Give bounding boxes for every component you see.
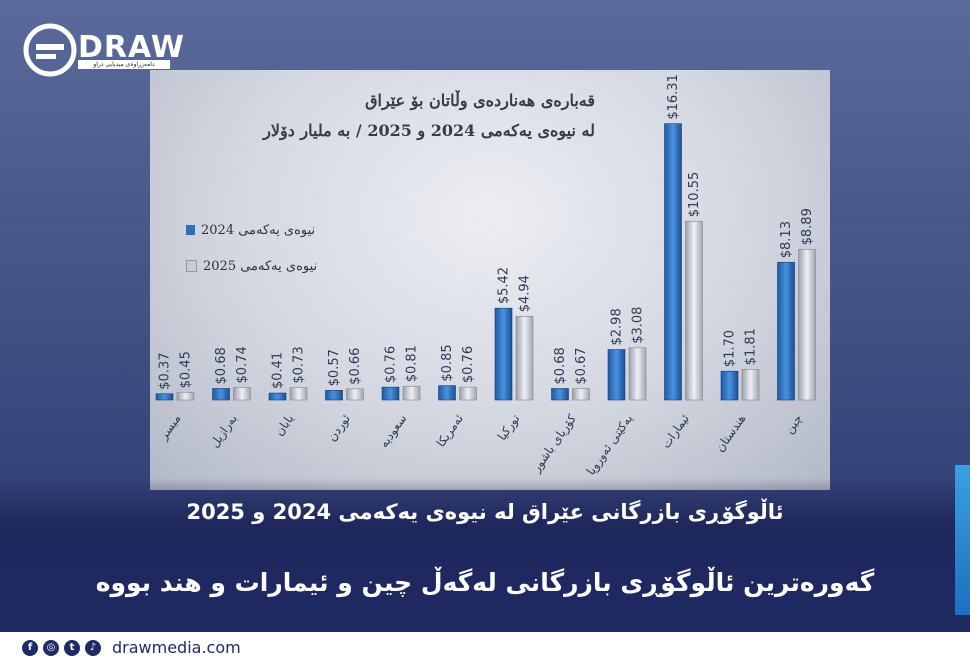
- bar-chart: $0.37 $0.45 میسر $0.68 $0.74 بەرازیل $0.41 $0.7…: [155, 74, 816, 479]
- bar-2024-7: [551, 388, 569, 401]
- data-label-2024-6: $5.42: [497, 267, 512, 304]
- bar-2025-6: [515, 315, 534, 401]
- bar-2025-1: [233, 387, 251, 401]
- website-link[interactable]: drawmedia.com: [112, 638, 241, 657]
- bar-2025-10: [741, 369, 760, 401]
- data-label-2024-9: $16.31: [666, 74, 681, 120]
- data-label-2025-9: $10.55: [687, 172, 702, 218]
- bar-2024-10: [720, 370, 739, 401]
- data-label-2025-3: $0.66: [348, 348, 363, 385]
- category-label-11: چین: [782, 412, 806, 437]
- data-label-2024-3: $0.57: [327, 349, 342, 386]
- chart-subtitle: لە نیوەی یەکەمی 2024 و 2025 / بە ملیار د…: [263, 121, 595, 140]
- bar-2024-6: [494, 307, 513, 401]
- bar-2024-8: [607, 349, 626, 401]
- bar-2024-1: [212, 388, 230, 401]
- bar-2024-5: [438, 385, 456, 401]
- legend-item-2025: نیوەی یەکەمی 2025: [186, 248, 317, 284]
- chart-title-block: قەبارەی هەناردەی وڵاتان بۆ عێراق لە نیوە…: [175, 86, 595, 146]
- data-label-2025-4: $0.81: [405, 345, 420, 382]
- category-label-9: ئیمارات: [659, 412, 693, 452]
- bar-2025-7: [572, 388, 590, 401]
- data-label-2025-6: $4.94: [518, 275, 533, 312]
- bar-2025-8: [628, 347, 647, 401]
- instagram-icon[interactable]: ◎: [43, 640, 59, 656]
- bar-2024-11: [777, 261, 795, 401]
- data-label-2025-7: $0.67: [574, 347, 589, 384]
- data-label-2024-10: $1.70: [723, 330, 738, 367]
- bar-2024-3: [325, 390, 343, 401]
- data-label-2024-4: $0.76: [384, 346, 399, 383]
- category-label-7: کۆریای باشور: [529, 411, 580, 476]
- logo-wordmark: DRAW: [78, 30, 185, 65]
- data-label-2025-10: $1.81: [744, 328, 759, 365]
- facebook-icon[interactable]: f: [22, 640, 38, 656]
- chart-panel: [150, 70, 830, 490]
- twitter-icon[interactable]: t: [64, 640, 80, 656]
- legend-swatch-2025: [186, 260, 197, 272]
- tiktok-icon[interactable]: ♪: [85, 640, 101, 656]
- data-label-2024-1: $0.68: [214, 347, 229, 384]
- chart-legend: نیوەی یەکەمی 2024 نیوەی یەکەمی 2025: [186, 212, 317, 284]
- legend-label-2024: نیوەی یەکەمی 2024: [201, 222, 316, 238]
- footer: [0, 632, 970, 667]
- social-links: f ◎ t ♪: [22, 640, 101, 656]
- data-label-2024-2: $0.41: [271, 352, 286, 389]
- data-label-2025-8: $3.08: [631, 307, 646, 344]
- bar-2025-2: [289, 387, 308, 401]
- bar-2024-2: [268, 392, 287, 401]
- bar-2025-0: [176, 392, 195, 401]
- data-label-2024-5: $0.85: [440, 344, 455, 381]
- chart-title: قەبارەی هەناردەی وڵاتان بۆ عێراق: [365, 91, 595, 110]
- logo-tagline: دامەزراوەی میدیایی دراو: [78, 60, 170, 69]
- data-label-2025-5: $0.76: [461, 346, 476, 383]
- caption-subtitle: ئاڵوگۆڕی بازرگانی عێراق لە نیوەی یەکەمی …: [186, 500, 784, 524]
- category-label-0: میسر: [156, 412, 185, 444]
- bar-2025-5: [459, 386, 477, 401]
- legend-item-2024: نیوەی یەکەمی 2024: [186, 212, 317, 248]
- data-label-2024-0: $0.37: [158, 353, 173, 390]
- data-label-2025-1: $0.74: [235, 346, 250, 383]
- bar-2024-9: [664, 123, 682, 401]
- legend-swatch-2024: [186, 225, 195, 235]
- bar-2024-0: [155, 393, 174, 401]
- logo-mark-icon: [23, 23, 77, 77]
- data-label-2025-2: $0.73: [292, 346, 307, 383]
- category-label-2: یابان: [272, 412, 297, 439]
- legend-label-2025: نیوەی یەکەمی 2025: [203, 258, 318, 274]
- data-label-2024-7: $0.68: [553, 347, 568, 384]
- draw-logo: [22, 22, 172, 78]
- caption-headline: گەورەترین ئاڵوگۆڕی بازرگانی لەگەڵ چین و …: [95, 568, 875, 597]
- category-label-1: بەرازیل: [207, 412, 241, 451]
- bar-2025-11: [798, 249, 816, 401]
- data-label-2024-8: $2.98: [610, 308, 625, 345]
- bar-2025-9: [685, 220, 703, 401]
- bar-2024-4: [381, 386, 400, 401]
- data-label-2025-0: $0.45: [179, 351, 194, 388]
- bar-2025-4: [402, 385, 421, 401]
- category-label-4: سعودیە: [377, 412, 411, 451]
- category-label-6: تورکیا: [495, 412, 524, 444]
- category-label-8: یەکێتی ئەوروپا: [583, 412, 636, 479]
- bar-2025-3: [346, 388, 364, 401]
- data-label-2025-11: $8.89: [800, 208, 815, 245]
- accent-bar: [955, 465, 970, 615]
- data-label-2024-11: $8.13: [779, 221, 794, 258]
- category-label-5: ئەمریکا: [434, 412, 467, 450]
- category-label-10: هندستان: [713, 412, 749, 455]
- category-label-3: ئوردن: [325, 412, 354, 445]
